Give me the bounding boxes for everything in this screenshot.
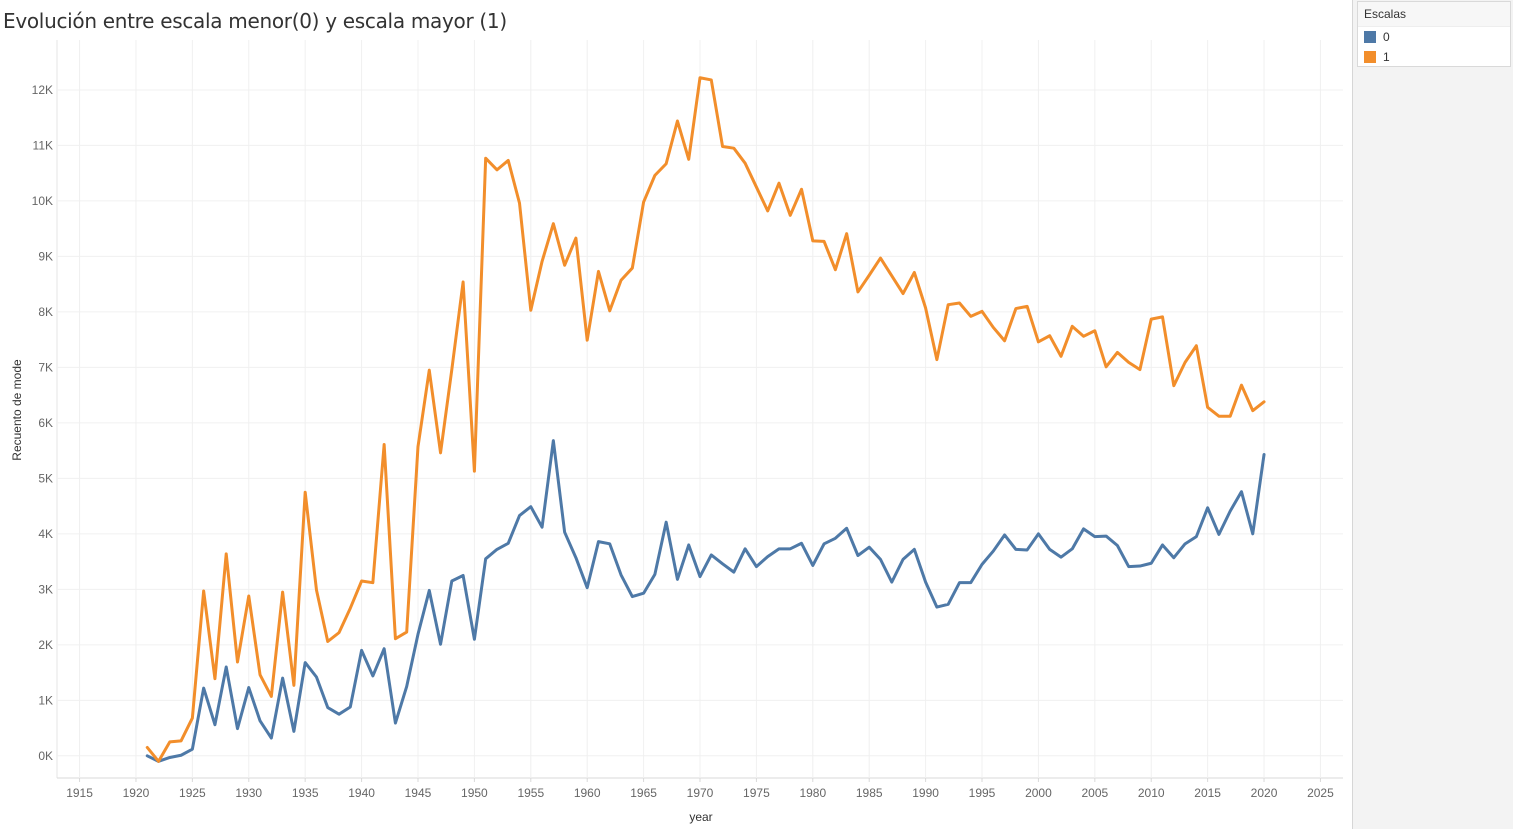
legend-swatch-0 xyxy=(1364,31,1376,43)
x-tick-label: 2000 xyxy=(1025,786,1052,800)
series-line-1[interactable] xyxy=(145,76,1266,763)
x-tick-label: 1950 xyxy=(461,786,488,800)
gridlines xyxy=(56,40,1343,779)
x-tick-label: 1970 xyxy=(687,786,714,800)
x-tick-label: 1915 xyxy=(66,786,93,800)
y-tick-label: 6K xyxy=(38,416,53,430)
series-lines xyxy=(145,76,1266,763)
x-tick-label: 2015 xyxy=(1194,786,1221,800)
x-tick-label: 1960 xyxy=(574,786,601,800)
x-tick-label: 1935 xyxy=(292,786,319,800)
y-axis-label: Recuento de mode xyxy=(10,359,24,461)
legend-label-1: 1 xyxy=(1383,50,1390,64)
y-tick-label: 10K xyxy=(32,194,53,208)
x-tick-label: 1995 xyxy=(969,786,996,800)
x-tick-label: 1965 xyxy=(630,786,657,800)
chart-title: Evolución entre escala menor(0) y escala… xyxy=(3,9,507,33)
side-panel xyxy=(1352,0,1513,829)
y-tick-label: 4K xyxy=(38,527,53,541)
legend-item-0[interactable]: 0 xyxy=(1358,27,1510,47)
y-tick-label: 5K xyxy=(38,471,53,485)
x-axis-label: year xyxy=(689,810,712,824)
y-tick-label: 8K xyxy=(38,305,53,319)
x-tick-label: 2010 xyxy=(1138,786,1165,800)
y-tick-label: 1K xyxy=(38,693,53,707)
x-axis-ticks: 1915 1920 1925 1930 1935 1940 1945 1950 1955 1960… xyxy=(66,778,1334,800)
y-axis-ticks: 0K 1K 2K 3K 4K 5K 6K 7K 8K 9K 10K 11K 12K xyxy=(32,83,53,763)
x-tick-label: 1940 xyxy=(348,786,375,800)
x-tick-label: 2020 xyxy=(1251,786,1278,800)
y-tick-label: 12K xyxy=(32,83,53,97)
y-tick-label: 2K xyxy=(38,638,53,652)
x-tick-label: 1920 xyxy=(123,786,150,800)
y-tick-label: 11K xyxy=(33,138,53,152)
legend-label-0: 0 xyxy=(1383,30,1390,44)
y-tick-label: 3K xyxy=(38,582,53,596)
x-tick-label: 1985 xyxy=(856,786,883,800)
x-tick-label: 1945 xyxy=(405,786,432,800)
legend-item-1[interactable]: 1 xyxy=(1358,47,1510,67)
x-tick-label: 1925 xyxy=(179,786,206,800)
x-tick-label: 1930 xyxy=(235,786,262,800)
legend-swatch-1 xyxy=(1364,51,1376,63)
y-tick-label: 7K xyxy=(38,360,53,374)
x-tick-label: 2005 xyxy=(1081,786,1108,800)
x-tick-label: 1955 xyxy=(517,786,544,800)
x-tick-label: 2025 xyxy=(1307,786,1334,800)
y-tick-label: 9K xyxy=(38,249,53,263)
x-tick-label: 1980 xyxy=(799,786,826,800)
legend-title: Escalas xyxy=(1358,2,1510,27)
y-tick-label: 0K xyxy=(38,749,53,763)
legend[interactable]: Escalas 0 1 xyxy=(1357,1,1511,67)
x-tick-label: 1990 xyxy=(912,786,939,800)
series-line-0[interactable] xyxy=(145,439,1266,763)
x-tick-label: 1975 xyxy=(743,786,770,800)
